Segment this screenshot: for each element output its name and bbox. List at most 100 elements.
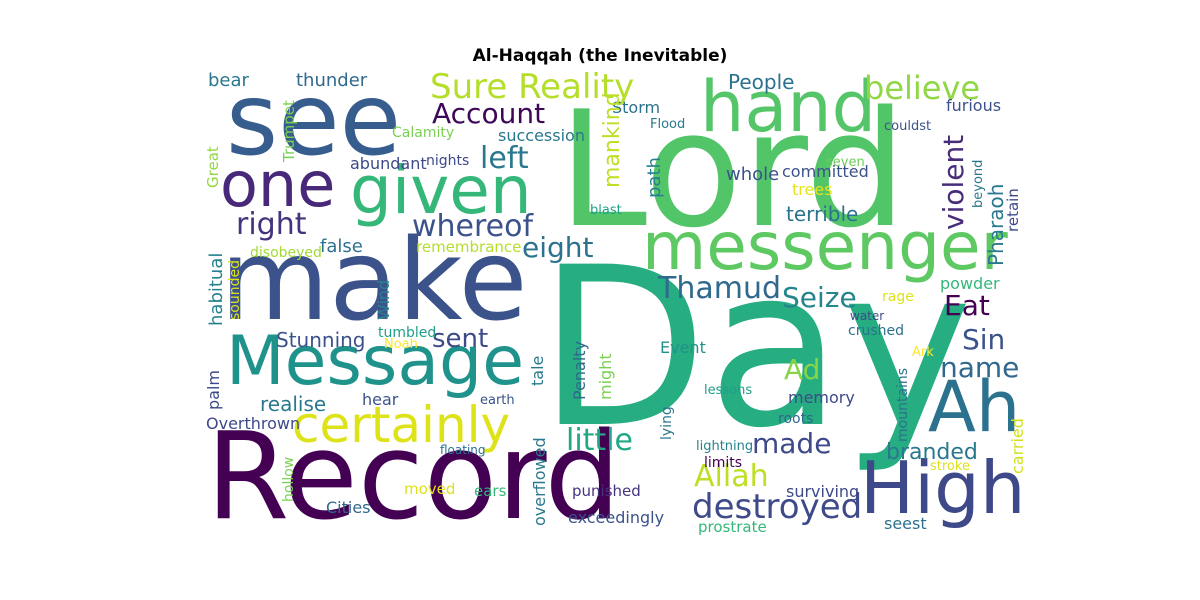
word-cities: Wind	[374, 279, 393, 320]
word-seize: Seize	[782, 281, 857, 314]
word-flood: Trumpet	[280, 100, 298, 162]
word-couldst: Great	[204, 146, 222, 188]
word-stroke: seven	[826, 155, 865, 170]
word-stunning: Pharaoh	[984, 183, 1008, 266]
word-moved: tumbled	[378, 325, 437, 341]
word-surviving: Penalty	[570, 340, 589, 400]
word-false: terrible	[786, 202, 859, 226]
word-great: lessons	[704, 383, 753, 398]
word-tale: ears	[474, 482, 507, 500]
word-eight: eight	[522, 231, 594, 264]
word-abundant: bear	[208, 70, 249, 91]
word-water: trees	[792, 180, 833, 199]
word-little: little	[566, 423, 633, 458]
word-one: one	[220, 148, 336, 221]
word-thamud: Thamud	[658, 271, 782, 306]
word-ah: Ah	[928, 366, 1021, 448]
word-remembrance: beyond	[971, 159, 986, 208]
word-lying: exceedingly	[568, 508, 665, 527]
word-crushed: blast	[590, 203, 622, 218]
word-retain: lightning	[696, 439, 754, 454]
word-path: memory	[788, 388, 855, 407]
word-seest: furious	[946, 96, 1002, 115]
word-hand: hand	[700, 66, 877, 148]
word-seven: committed	[782, 162, 869, 181]
word-thunder: People	[728, 70, 795, 94]
word-roots: seest	[884, 514, 927, 533]
word-account: Account	[432, 97, 546, 130]
word-ad: Ad	[784, 353, 821, 386]
word-realise: Stunning	[276, 328, 366, 352]
word-branded: realise	[260, 392, 327, 416]
word-sin: Sin	[962, 323, 1006, 356]
word-message: Message	[226, 322, 525, 401]
word-sounded: hollow	[281, 456, 297, 502]
word-cloud: Day Lord Record make see messenger Messa…	[200, 70, 1030, 550]
word-earth: Ark	[912, 345, 934, 360]
word-left: left	[480, 141, 529, 176]
word-limits: disobeyed	[250, 245, 322, 261]
word-overthrown: carried	[1008, 418, 1027, 474]
word-nights: Storm	[612, 98, 661, 117]
word-allah: Allah	[694, 459, 769, 494]
word-people: violent	[937, 134, 970, 230]
word-powder: Flood	[650, 117, 686, 132]
word-certainly: certainly	[292, 396, 511, 454]
word-lord: Lord	[558, 76, 907, 263]
word-day: Day	[538, 220, 973, 476]
chart-title: Al-Haqqah (the Inevitable)	[472, 46, 728, 66]
word-succession: thunder	[296, 70, 368, 91]
word-noah: rage	[882, 289, 914, 305]
word-whereof: whereof	[412, 209, 534, 244]
word-trees: abundant	[350, 154, 427, 173]
word-hollow: surviving	[786, 482, 860, 501]
word-mankind: earth	[480, 393, 515, 408]
word-ark: couldst	[884, 119, 932, 134]
word-calamity: habitual	[206, 252, 227, 326]
word-given: given	[350, 152, 532, 229]
word-beyond: roots	[778, 411, 814, 427]
word-messenger: messenger	[642, 208, 1008, 285]
word-mountains: floating	[440, 443, 486, 457]
word-might: punished	[572, 482, 641, 500]
word-sure-reality: Sure Reality	[430, 67, 635, 107]
word-storm: false	[320, 236, 363, 257]
word-palm: moved	[404, 480, 456, 498]
word-lessons: mountains	[895, 367, 911, 442]
word-punished: palm	[204, 370, 223, 410]
word-overflowed: prostrate	[698, 518, 767, 536]
word-exceedingly: tale	[528, 355, 547, 386]
word-made: made	[752, 427, 832, 460]
word-violent: Event	[660, 338, 706, 357]
word-blast: nights	[426, 153, 470, 169]
word-terrible: branded	[886, 440, 978, 465]
word-whole: succession	[498, 126, 585, 145]
word-eat: Eat	[944, 289, 990, 322]
word-ears: Noah	[384, 337, 418, 352]
word-make: make	[220, 216, 528, 346]
word-committed: Calamity	[392, 125, 455, 141]
word-carried: limits	[704, 455, 743, 471]
word-name: name	[940, 351, 1020, 384]
word-sent: sent	[432, 324, 489, 354]
word-habitual: Overthrown	[206, 414, 301, 433]
word-rage: whole	[726, 164, 780, 185]
word-penalty: overflowed	[530, 437, 549, 526]
word-memory: stroke	[930, 459, 970, 474]
word-prostrate: might	[596, 353, 615, 400]
word-trumpet: lying	[659, 406, 675, 440]
word-furious: path	[644, 157, 665, 198]
word-tumbled: powder	[940, 274, 1000, 293]
word-see: see	[226, 61, 402, 178]
word-lightning: remembrance	[416, 238, 522, 256]
word-disobeyed: retain	[1004, 188, 1022, 232]
word-destroyed: destroyed	[692, 487, 863, 527]
word-right: right	[236, 207, 307, 242]
word-wind: Cities	[326, 498, 371, 517]
word-pharaoh: hear	[362, 390, 399, 409]
word-high: High	[860, 446, 1026, 530]
word-believe: believe	[864, 69, 981, 107]
word-hear: crushed	[848, 323, 904, 339]
word-record: Record	[206, 408, 621, 547]
word-bear: mankind	[600, 92, 625, 188]
